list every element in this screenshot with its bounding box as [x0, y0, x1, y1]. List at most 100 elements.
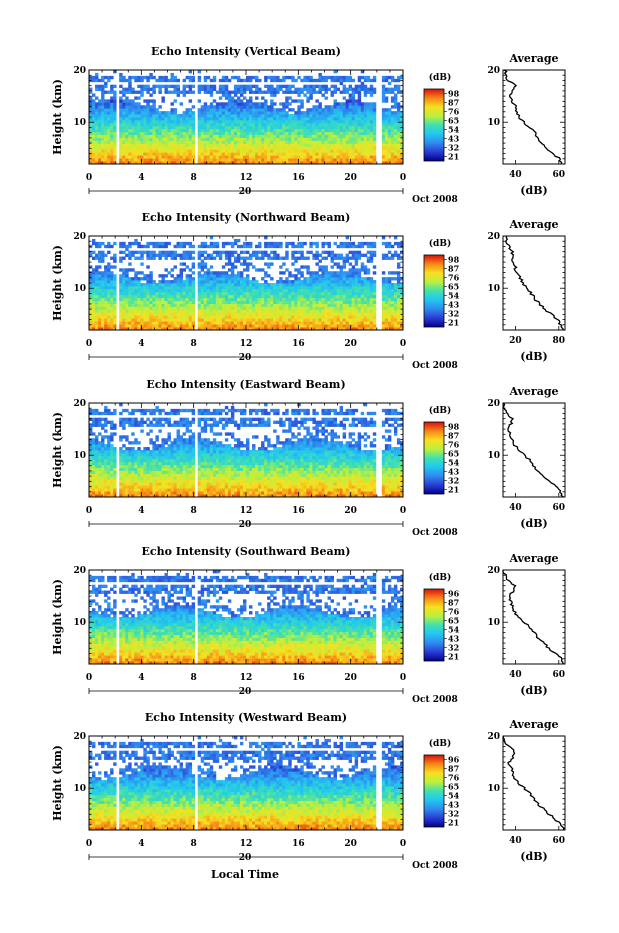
average-profile-line [506, 236, 564, 330]
date-label: 20 [239, 520, 252, 530]
heatmap [89, 570, 403, 664]
x-tick-label: 4 [138, 339, 144, 349]
average-x-label: (dB) [520, 184, 547, 197]
colorbar-tick-label: 21 [448, 485, 459, 495]
x-tick-label: 20 [344, 673, 357, 683]
colorbar-tick-label: 21 [448, 818, 459, 828]
y-tick-label: 20 [73, 66, 86, 76]
average-frame [503, 236, 565, 330]
colorbar-unit: (dB) [429, 738, 451, 749]
x-tick-label: 0 [86, 673, 92, 683]
x-tick-label: 0 [86, 173, 92, 183]
x-tick-label: 20 [344, 173, 357, 183]
average-y-tick-label: 10 [487, 618, 500, 628]
average-x-tick-label: 60 [553, 170, 566, 180]
y-axis-label: Height (km) [51, 245, 64, 321]
colorbar-unit: (dB) [429, 405, 451, 416]
colorbar-scale [424, 422, 444, 494]
date-label: 20 [239, 353, 252, 363]
y-axis-label: Height (km) [51, 579, 64, 655]
average-x-tick-label: 60 [553, 836, 566, 846]
x-tick-label: 4 [138, 673, 144, 683]
heatmap [89, 70, 403, 164]
x-tick-label: 20 [344, 506, 357, 516]
heatmap [89, 403, 403, 497]
average-x-tick-label: 20 [509, 336, 522, 346]
average-y-tick-label: 20 [487, 566, 500, 576]
average-frame [503, 70, 565, 164]
x-tick-label: 12 [240, 173, 253, 183]
average-y-tick-label: 20 [487, 732, 500, 742]
x-tick-label: 12 [240, 339, 253, 349]
x-tick-label: 16 [292, 173, 305, 183]
y-axis-label: Height (km) [51, 745, 64, 821]
average-profile-line [504, 70, 561, 164]
panel-title: Echo Intensity (Vertical Beam) [151, 45, 341, 58]
colorbar-scale [424, 589, 444, 661]
average-title: Average [508, 52, 558, 65]
x-tick-label: 8 [191, 506, 197, 516]
average-frame [503, 403, 565, 497]
average-profile-line [504, 403, 564, 497]
date-suffix: Oct 2008 [412, 861, 458, 871]
y-tick-label: 10 [73, 451, 86, 461]
colorbar-unit: (dB) [429, 572, 451, 583]
colorbar-tick-label: 21 [448, 652, 459, 662]
date-suffix: Oct 2008 [412, 195, 458, 205]
average-y-tick-label: 10 [487, 451, 500, 461]
colorbar-scale [424, 755, 444, 827]
average-frame [503, 736, 565, 830]
average-y-tick-label: 10 [487, 784, 500, 794]
panel-title: Echo Intensity (Eastward Beam) [146, 378, 345, 391]
panel-5: Echo Intensity (Westward Beam)1020Height… [51, 711, 565, 871]
heatmap [89, 236, 403, 330]
panel-1: Echo Intensity (Vertical Beam) 10 20 Height… [51, 45, 565, 205]
date-label: 20 [239, 187, 252, 197]
colorbar-tick-label: 21 [448, 318, 459, 328]
x-tick-label: 12 [240, 506, 253, 516]
average-y-tick-label: 10 [487, 284, 500, 294]
x-tick-label: 8 [191, 839, 197, 849]
x-tick-label: 16 [292, 673, 305, 683]
x-tick-label: 0 [400, 506, 406, 516]
x-tick-label: 4 [138, 839, 144, 849]
x-tick-label: 12 [240, 673, 253, 683]
y-axis-label: Height (km) [51, 79, 64, 155]
colorbar-scale [424, 255, 444, 327]
average-profile-line [503, 570, 563, 664]
date-suffix: Oct 2008 [412, 361, 458, 371]
average-title: Average [508, 552, 558, 565]
date-suffix: Oct 2008 [412, 528, 458, 538]
average-y-tick-label: 10 [487, 118, 500, 128]
average-x-label: (dB) [520, 684, 547, 697]
average-title: Average [508, 385, 558, 398]
panel-3: Echo Intensity (Eastward Beam)1020Height… [51, 378, 565, 538]
average-y-tick-label: 20 [487, 66, 500, 76]
y-tick-label: 20 [73, 232, 86, 242]
x-tick-label: 0 [400, 173, 406, 183]
x-tick-label: 8 [191, 673, 197, 683]
x-axis-label: Local Time [211, 868, 279, 881]
average-x-label: (dB) [520, 850, 547, 863]
average-y-tick-label: 20 [487, 399, 500, 409]
panel-title: Echo Intensity (Southward Beam) [142, 545, 351, 558]
average-x-tick-label: 40 [509, 670, 522, 680]
panel-4: Echo Intensity (Southward Beam) 10 20 Heigh… [51, 545, 565, 705]
heatmap [89, 736, 403, 830]
x-tick-label: 20 [344, 839, 357, 849]
panel-2: Echo Intensity (Northward Beam)1020Heigh… [51, 211, 565, 371]
x-tick-label: 8 [191, 173, 197, 183]
y-tick-label: 20 [73, 732, 86, 742]
average-title: Average [508, 218, 558, 231]
date-suffix: Oct 2008 [412, 695, 458, 705]
average-y-tick-label: 20 [487, 232, 500, 242]
